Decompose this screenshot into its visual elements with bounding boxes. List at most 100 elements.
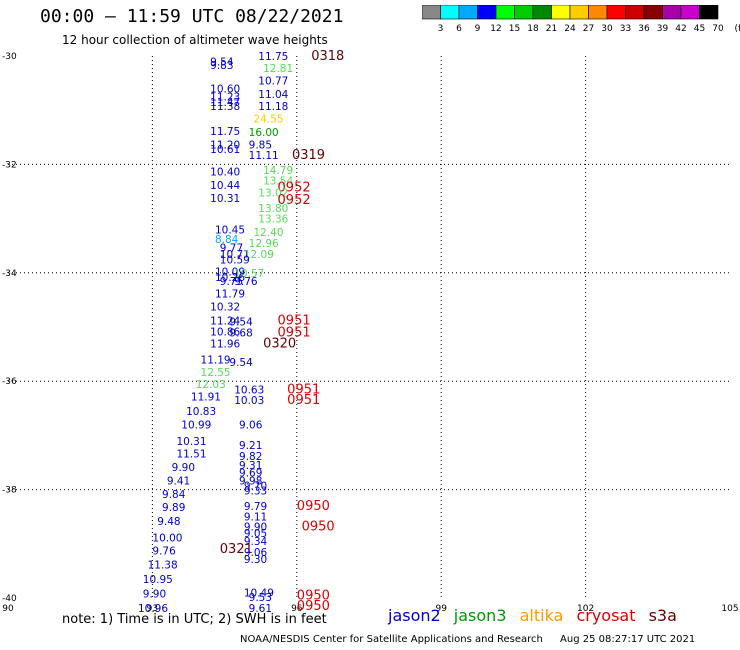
wave-height-label: 11.51 — [176, 448, 206, 460]
wave-height-label: 11.38 — [210, 101, 240, 113]
wave-height-label: 16.00 — [249, 127, 279, 139]
colorbar-label: 30 — [601, 24, 613, 34]
wave-height-label: 11.75 — [258, 51, 288, 63]
wave-height-label: 13.54 — [263, 176, 293, 188]
wave-height-label: 10.61 — [210, 144, 240, 156]
colorbar-label: 27 — [583, 24, 594, 34]
wave-height-label: 9.54 — [210, 56, 234, 68]
wave-height-label: 11.91 — [191, 391, 221, 403]
wave-height-label: 9.69 — [239, 467, 262, 479]
wave-height-label: 24.55 — [253, 113, 283, 125]
pass-id-label: 0951 — [278, 313, 311, 328]
wave-height-label: 9.54 — [229, 357, 253, 369]
wave-height-label: 10.49 — [244, 588, 274, 600]
wave-height-label: 9.41 — [167, 475, 190, 487]
pass-id-label: 0950 — [297, 499, 330, 514]
pass-id-label: 0951 — [278, 325, 311, 340]
pass-id-label: 0319 — [292, 148, 325, 163]
wave-height-label: 9.83 — [210, 60, 233, 72]
wave-height-label: 9.21 — [239, 440, 262, 452]
pass-id-label: 0321 — [220, 542, 253, 557]
wave-height-label: 10.03 — [234, 395, 264, 407]
chart-title: 00:00 – 11:59 UTC 08/22/2021 — [40, 6, 344, 27]
wave-height-label: 10.44 — [210, 180, 240, 192]
colorbar-label: 45 — [694, 24, 705, 34]
colorbar-label: 21 — [546, 24, 557, 34]
note-text: note: 1) Time is in UTC; 2) SWH is in fe… — [62, 612, 327, 627]
wave-height-label: 11.96 — [210, 338, 240, 350]
wave-height-label: 10.71 — [220, 249, 250, 261]
wave-height-label: 11.38 — [148, 559, 178, 571]
wave-height-label: 8.84 — [215, 234, 239, 246]
wave-height-label: 12.81 — [263, 63, 293, 75]
footer-timestamp: Aug 25 08:27:17 UTC 2021 — [560, 634, 696, 645]
wave-height-label: 10.00 — [152, 532, 182, 544]
colorbar-label: 12 — [490, 24, 501, 34]
wave-height-label: 10.09 — [215, 267, 245, 279]
wave-height-label: 12.55 — [201, 367, 231, 379]
wave-height-label: 9.79 — [244, 501, 267, 513]
wave-height-label: 10.60 — [210, 84, 240, 96]
colorbar-label: 3 — [438, 24, 444, 34]
x-tick-label: 96 — [291, 604, 303, 614]
wave-height-label: 9.75 — [220, 276, 243, 288]
wave-height-label: 9.90 — [244, 521, 267, 533]
wave-height-label: 14.79 — [263, 165, 293, 177]
colorbar-swatch — [699, 5, 719, 20]
wave-height-label: 9.76 — [234, 276, 258, 288]
wave-height-label: 9.11 — [244, 512, 267, 524]
wave-height-label: 9.30 — [244, 554, 267, 566]
colorbar-label: 24 — [564, 24, 576, 34]
colorbar-label: 33 — [620, 24, 631, 34]
wave-height-label: 10.31 — [176, 436, 206, 448]
wave-height-label: 9.89 — [162, 502, 185, 514]
legend-jason2: jason2 — [388, 606, 441, 625]
pass-id-label: 0951 — [287, 393, 320, 408]
wave-height-label: 9.31 — [239, 460, 262, 472]
x-tick-label: 99 — [435, 604, 447, 614]
footer: NOAA/NESDIS Center for Satellite Applica… — [240, 634, 695, 645]
wave-height-label: 10.45 — [215, 224, 245, 236]
y-tick-label: -38 — [2, 486, 17, 496]
pass-id-label: 0950 — [297, 599, 330, 614]
wave-height-label: 9.61 — [249, 603, 272, 615]
colorbar-label: 42 — [675, 24, 686, 34]
wave-height-label: 9.06 — [239, 420, 263, 432]
colorbar-label: 70 — [712, 24, 724, 34]
wave-height-label: 10.99 — [181, 420, 211, 432]
wave-height-label: 12.96 — [249, 238, 279, 250]
wave-height-label: 10.95 — [143, 574, 173, 586]
x-tick-label: 93 — [147, 604, 158, 614]
wave-height-label: 12.03 — [196, 379, 226, 391]
wave-height-label: 9.90 — [172, 462, 195, 474]
wave-height-label: 10.83 — [186, 406, 216, 418]
wave-height-label: 10.96 — [138, 603, 168, 615]
wave-height-label: 11.19 — [201, 355, 231, 367]
colorbar-label: (ft) — [735, 24, 740, 34]
wave-height-label: 10.77 — [258, 75, 288, 87]
wave-height-label: 11.20 — [210, 139, 240, 151]
pass-id-label: 0952 — [278, 193, 311, 208]
wave-height-label: 9.48 — [157, 516, 180, 528]
pass-id-label: 0320 — [263, 336, 296, 351]
wave-height-label: 12.09 — [244, 249, 274, 261]
wave-height-label: 12.40 — [253, 227, 283, 239]
wave-height-label: 11.04 — [258, 89, 288, 101]
wave-height-label: 11.11 — [249, 150, 279, 162]
wave-height-label: 9.76 — [152, 545, 176, 557]
wave-height-label: 11.24 — [210, 315, 240, 327]
wave-height-label: 13.36 — [258, 214, 288, 226]
legend-altika: altika — [519, 606, 564, 625]
wave-height-label: 9.98 — [239, 475, 262, 487]
legend-cryosat: cryosat — [576, 606, 636, 625]
wave-height-label: 13.80 — [258, 203, 288, 215]
y-tick-label: -36 — [2, 377, 17, 387]
satellite-legend: jason2 jason3 altika cryosat s3a — [388, 606, 685, 625]
colorbar-label: 39 — [657, 24, 669, 34]
wave-height-label: 10.63 — [234, 384, 264, 396]
legend-s3a: s3a — [648, 606, 677, 625]
pass-id-label: 0318 — [311, 49, 344, 64]
wave-height-label: 9.53 — [249, 592, 272, 604]
